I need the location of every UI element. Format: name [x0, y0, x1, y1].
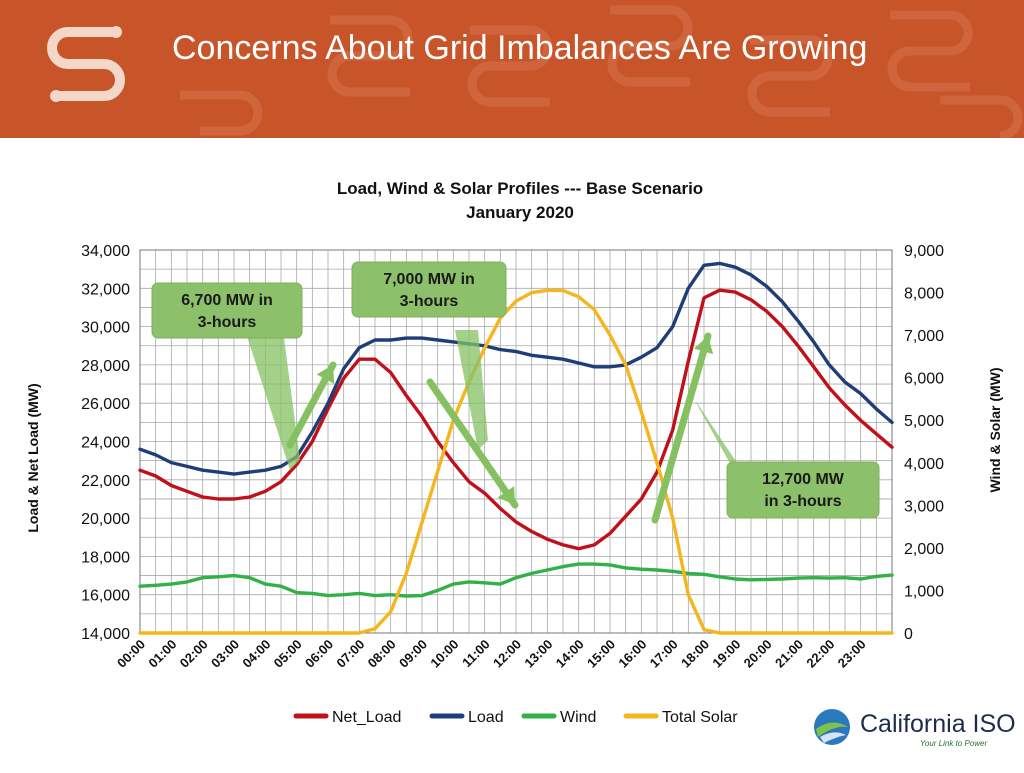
callout-tail: [245, 330, 300, 470]
x-tick-label: 10:00: [427, 637, 461, 671]
y2-tick-label: 6,000: [904, 371, 944, 388]
y2-tick-label: 1,000: [904, 583, 944, 600]
y2-tick-label: 2,000: [904, 541, 944, 558]
annotation-box: [151, 282, 303, 339]
ramp-down-arrow-midday-head: [497, 486, 515, 505]
ramp-up-arrow-evening: [651, 332, 712, 524]
x-tick-label: 14:00: [553, 637, 587, 671]
annotation-text: 3-hours: [198, 314, 257, 331]
y2-tick-label: 7,000: [904, 328, 944, 345]
y2-tick-label: 4,000: [904, 456, 944, 473]
annotation-text: 3-hours: [400, 293, 459, 310]
x-tick-label: 07:00: [333, 637, 367, 671]
y-tick-label: 30,000: [81, 320, 130, 337]
y-tick-label: 18,000: [81, 549, 130, 566]
series-line-load: [138, 261, 894, 476]
x-tick-label: 16:00: [615, 637, 649, 671]
x-tick-label: 12:00: [490, 637, 524, 671]
caiso-s-logo-icon: [47, 26, 125, 102]
legend-label: Total Solar: [662, 709, 738, 726]
x-tick-label: 18:00: [678, 637, 712, 671]
chart-subtitle: January 2020: [466, 203, 574, 222]
series-line-total-solar: [138, 288, 894, 635]
slide-title: Concerns About Grid Imbalances Are Growi…: [172, 29, 868, 67]
y-tick-label: 14,000: [81, 626, 130, 643]
x-tick-label: 11:00: [459, 637, 493, 671]
x-tick-label: 02:00: [177, 637, 211, 671]
chart-legend: Net_Load Load Wind Total Solar: [293, 709, 738, 726]
load-wind-solar-chart: Load, Wind & Solar Profiles --- Base Sce…: [25, 179, 1003, 726]
y-tick-label: 20,000: [81, 511, 130, 528]
chart-container: Load, Wind & Solar Profiles --- Base Sce…: [0, 140, 1024, 768]
x-tick-label: 22:00: [803, 637, 837, 671]
ramp-up-arrow-morning-head: [316, 365, 335, 384]
y-tick-label: 26,000: [81, 396, 130, 413]
y2-tick-label: 5,000: [904, 413, 944, 430]
y2-tick-label: 3,000: [904, 498, 944, 515]
x-tick-label: 03:00: [208, 637, 242, 671]
x-tick-label: 09:00: [396, 637, 430, 671]
annotation-text: 7,000 MW in: [383, 271, 475, 288]
callout-tail: [455, 330, 488, 450]
california-iso-logo-icon: [814, 709, 850, 745]
legend-label: Wind: [560, 709, 596, 726]
chart-title: Load, Wind & Solar Profiles --- Base Sce…: [337, 179, 703, 198]
grid-lines: [139, 249, 893, 634]
y2-tick-label: 8,000: [904, 286, 944, 303]
x-tick-label: 17:00: [647, 637, 681, 671]
y-tick-label: 16,000: [81, 588, 130, 605]
slide-header: Concerns About Grid Imbalances Are Growi…: [0, 0, 1024, 138]
annotation-text: 12,700 MW: [762, 471, 845, 488]
x-tick-label: 19:00: [709, 637, 743, 671]
y-tick-label: 32,000: [81, 281, 130, 298]
y2-axis-label: Wind & Solar (MW): [987, 367, 1003, 492]
ramp-down-arrow-midday: [426, 378, 519, 509]
annotation-text: 6,700 MW in: [181, 292, 273, 309]
california-iso-brand: California ISO Your Link to Power: [812, 704, 1016, 754]
y2-tick-label: 0: [904, 626, 913, 643]
series-lines: [138, 261, 894, 635]
annotations: 6,700 MW in 3-hours 7,000 MW in 3-hours 12,7…: [151, 261, 880, 524]
annotation-box: [351, 261, 507, 318]
legend-label: Net_Load: [332, 709, 401, 726]
series-line-wind: [138, 562, 894, 598]
header-pattern-icon: [180, 5, 1023, 138]
y2-tick-label: 9,000: [904, 243, 944, 260]
brand-name: California ISO: [860, 710, 1016, 738]
x-tick-label: 05:00: [271, 637, 305, 671]
x-tick-label: 21:00: [772, 637, 806, 671]
plot-border: [139, 249, 893, 634]
brand-tagline: Your Link to Power: [920, 739, 988, 748]
y-tick-label: 22,000: [81, 473, 130, 490]
y-tick-label: 34,000: [81, 243, 130, 260]
x-tick-label: 15:00: [584, 637, 618, 671]
x-tick-label: 08:00: [365, 637, 399, 671]
x-tick-label: 13:00: [521, 637, 555, 671]
ramp-up-arrow-evening-head: [693, 336, 714, 355]
legend-label: Load: [468, 709, 504, 726]
x-tick-label: 04:00: [239, 637, 273, 671]
x-tick-label: 20:00: [741, 637, 775, 671]
annotation-box: [726, 461, 880, 519]
x-tick-label: 23:00: [835, 637, 869, 671]
y-axis-label: Load & Net Load (MW): [25, 383, 41, 532]
x-tick-label: 01:00: [145, 637, 179, 671]
series-line-net-load: [138, 288, 894, 551]
y-tick-label: 24,000: [81, 435, 130, 452]
x-tick-label: 06:00: [302, 637, 336, 671]
annotation-text: in 3-hours: [764, 493, 841, 510]
y-tick-label: 28,000: [81, 358, 130, 375]
